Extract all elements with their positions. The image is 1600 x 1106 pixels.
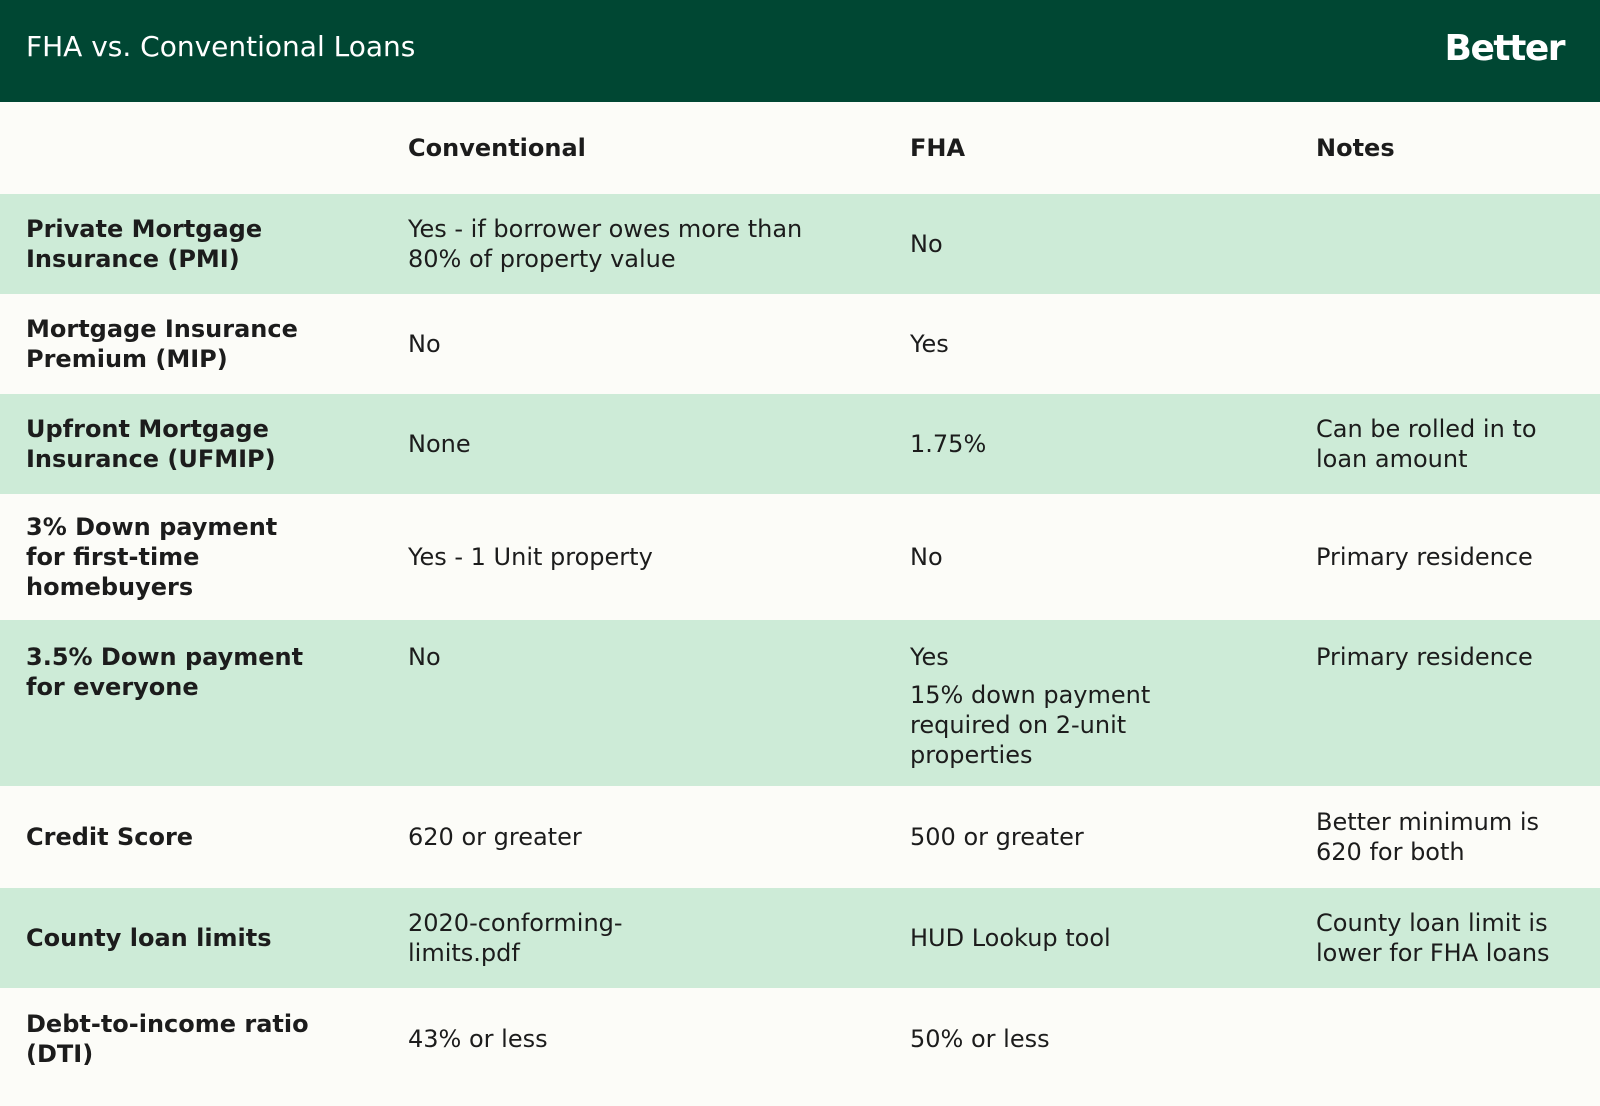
row-label: 3% Down payment for first-time homebuyer… xyxy=(26,513,278,601)
notes-value: Primary residence xyxy=(1316,543,1533,571)
conventional-value: No xyxy=(408,330,441,358)
fha-value: No xyxy=(910,230,943,258)
fha-value: 50% or less xyxy=(910,1025,1050,1053)
better-logo: Better xyxy=(1444,28,1566,69)
row-label: Upfront Mortgage Insurance (UFMIP) xyxy=(26,415,276,473)
page-title: FHA vs. Conventional Loans xyxy=(26,30,416,63)
notes-value: County loan limit is lower for FHA loans xyxy=(1316,909,1550,967)
row-label: Mortgage Insurance Premium (MIP) xyxy=(26,315,298,373)
table-row-mip: Mortgage Insurance Premium (MIP) No Yes xyxy=(0,294,1600,394)
notes-value: Better minimum is 620 for both xyxy=(1316,808,1540,866)
conventional-value: 620 or greater xyxy=(408,823,582,851)
conforming-limits-link[interactable]: 2020-conforming-limits.pdf xyxy=(408,909,623,967)
row-label: 3.5% Down payment for everyone xyxy=(26,643,304,701)
row-label: Credit Score xyxy=(26,823,194,851)
conventional-value: Yes - 1 Unit property xyxy=(408,543,653,571)
conventional-value: Yes - if borrower owes more than 80% of … xyxy=(408,215,803,273)
column-header-conventional: Conventional xyxy=(408,134,586,162)
table-row-credit-score: Credit Score 620 or greater 500 or great… xyxy=(0,786,1600,888)
table-row-dti: Debt-to-income ratio (DTI) 43% or less 5… xyxy=(0,988,1600,1090)
fha-value: 500 or greater xyxy=(910,823,1084,851)
hud-lookup-link[interactable]: HUD Lookup tool xyxy=(910,924,1111,952)
fha-cell: Yes 15% down payment required on 2-unit … xyxy=(910,642,1210,770)
fha-value: No xyxy=(910,543,943,571)
table-row-3-5pct-down: 3.5% Down payment for everyone No Yes 15… xyxy=(0,620,1600,786)
row-label: Private Mortgage Insurance (PMI) xyxy=(26,215,263,273)
fha-value: Yes xyxy=(910,330,949,358)
notes-value: Can be rolled in to loan amount xyxy=(1316,415,1537,473)
comparison-table: Conventional FHA Notes Private Mortgage … xyxy=(0,102,1600,1090)
row-label: County loan limits xyxy=(26,924,272,952)
fha-value: 1.75% xyxy=(910,430,987,458)
table-row-ufmip: Upfront Mortgage Insurance (UFMIP) None … xyxy=(0,394,1600,494)
table-row-3pct-down: 3% Down payment for first-time homebuyer… xyxy=(0,494,1600,620)
table-row-pmi: Private Mortgage Insurance (PMI) Yes - i… xyxy=(0,194,1600,294)
fha-value: Yes xyxy=(910,643,949,671)
row-label: Debt-to-income ratio (DTI) xyxy=(26,1010,309,1068)
page-header: FHA vs. Conventional Loans Better xyxy=(0,0,1600,102)
table-row-county-limits: County loan limits 2020-conforming-limit… xyxy=(0,888,1600,988)
conventional-value: None xyxy=(408,430,471,458)
notes-value: Primary residence xyxy=(1316,643,1533,671)
fha-footnote: 15% down payment required on 2-unit prop… xyxy=(910,681,1151,769)
conventional-value: 43% or less xyxy=(408,1025,548,1053)
column-header-fha: FHA xyxy=(910,134,966,162)
column-header-notes: Notes xyxy=(1316,134,1395,162)
table-header-row: Conventional FHA Notes xyxy=(0,102,1600,194)
conventional-value: No xyxy=(408,643,441,671)
